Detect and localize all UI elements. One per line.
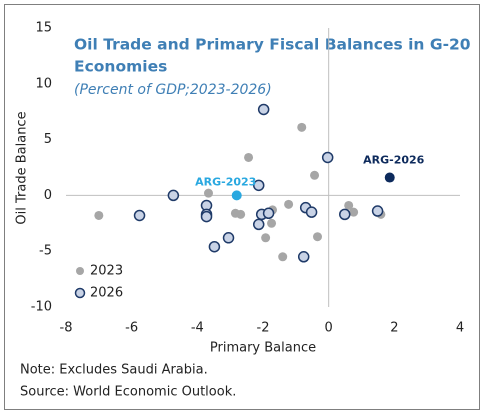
chart-border	[4, 4, 480, 410]
y-tick-label: 5	[44, 132, 52, 147]
point	[133, 209, 146, 222]
x-tick-label: -8	[60, 321, 73, 336]
point	[94, 210, 104, 220]
y-tick-label: 15	[35, 21, 52, 36]
legend-label: 2026	[90, 286, 123, 301]
point	[371, 205, 384, 217]
point	[252, 218, 265, 231]
point	[208, 240, 221, 253]
point	[167, 189, 180, 202]
x-axis-label: Primary Balance	[210, 341, 316, 356]
point	[305, 206, 318, 218]
y-axis-label: Oil Trade Balance	[15, 111, 30, 224]
y-tick-label: 10	[35, 76, 52, 91]
point	[261, 233, 271, 243]
point	[284, 199, 294, 209]
legend-marker	[74, 287, 86, 299]
chart-title: Economies	[74, 58, 167, 76]
point	[310, 170, 320, 180]
legend-marker	[76, 267, 84, 275]
point	[297, 122, 307, 132]
x-tick-label: 2	[390, 321, 398, 336]
chart-subtitle: (Percent of GDP;2023-2026)	[74, 82, 272, 98]
point	[339, 208, 351, 221]
point	[267, 218, 277, 228]
annotation: ARG-2023	[195, 175, 256, 188]
point	[262, 207, 275, 220]
point	[244, 152, 254, 162]
y-tick-label: 0	[44, 188, 52, 203]
point	[200, 210, 213, 223]
y-tick-label: -10	[31, 300, 52, 315]
x-tick-label: -4	[191, 321, 204, 336]
x-tick-label: 4	[456, 321, 464, 336]
point	[349, 207, 359, 217]
point	[257, 103, 270, 116]
note: Source: World Economic Outlook.	[20, 385, 236, 400]
legend-label: 2023	[90, 264, 123, 279]
chart-title: Oil Trade and Primary Fiscal Balances in…	[74, 36, 471, 54]
point	[313, 232, 323, 242]
annotation: ARG-2026	[363, 154, 425, 167]
x-tick-label: 0	[325, 321, 333, 336]
highlight-point	[384, 172, 395, 183]
point	[236, 209, 246, 219]
note: Note: Excludes Saudi Arabia.	[20, 363, 208, 378]
point	[203, 188, 213, 198]
point	[252, 179, 265, 192]
point	[321, 151, 334, 164]
point	[344, 200, 354, 210]
highlight-point	[231, 190, 242, 201]
point	[278, 252, 288, 262]
x-tick-label: -6	[125, 321, 138, 336]
point	[297, 251, 310, 263]
y-tick-label: -5	[39, 244, 52, 259]
point	[222, 232, 235, 244]
x-tick-label: -2	[257, 321, 270, 336]
